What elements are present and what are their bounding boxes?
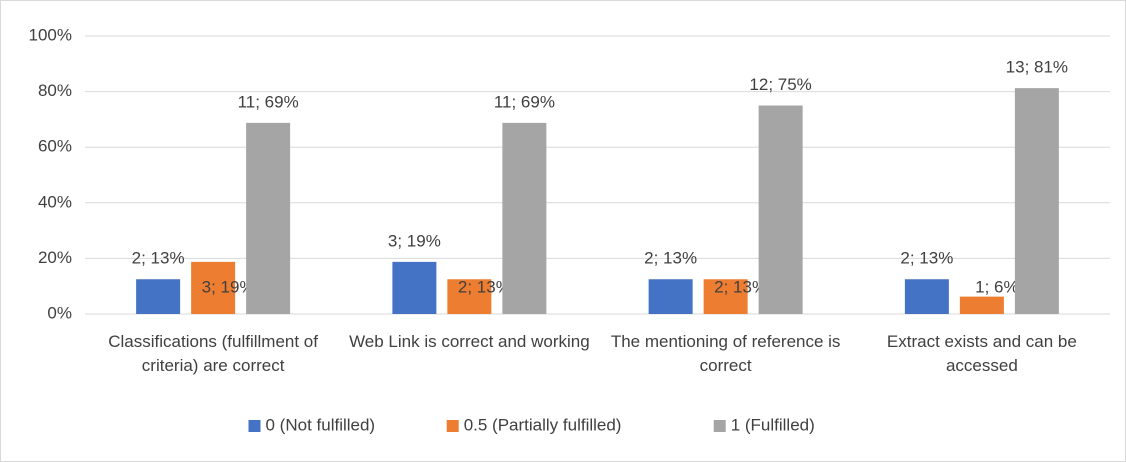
data-label: 3; 19% xyxy=(202,277,255,296)
bar xyxy=(191,261,236,314)
bar xyxy=(959,296,1004,314)
x-tick-label: Classifications (fulfillment of criteria… xyxy=(108,332,318,375)
y-tick-label: 60% xyxy=(38,137,72,156)
data-label: 2; 13% xyxy=(644,249,697,268)
data-label: 2; 13% xyxy=(132,249,185,268)
data-label: 1; 6% xyxy=(975,277,1018,296)
x-tick-label: The mentioning of reference is correct xyxy=(610,332,841,375)
data-label: 11; 69% xyxy=(238,92,299,111)
y-tick-label: 40% xyxy=(38,192,72,211)
bar xyxy=(1014,88,1059,314)
legend-swatch xyxy=(248,420,261,432)
bar xyxy=(758,105,803,314)
bar xyxy=(392,261,437,314)
data-label: 11; 69% xyxy=(494,92,555,111)
y-tick-label: 80% xyxy=(38,81,72,100)
x-tick-label: Web Link is correct and working xyxy=(349,332,590,351)
legend-swatch xyxy=(713,420,726,432)
data-label: 2; 13% xyxy=(458,277,511,296)
legend-label: 0 (Not fulfilled) xyxy=(266,415,376,434)
y-tick-label: 0% xyxy=(47,303,72,322)
data-label: 2; 13% xyxy=(714,277,767,296)
data-label: 12; 75% xyxy=(749,75,811,94)
bar xyxy=(648,279,693,314)
legend-label: 0.5 (Partially fulfilled) xyxy=(464,415,622,434)
bar xyxy=(136,279,181,314)
legend-swatch xyxy=(446,420,459,432)
legend-label: 1 (Fulfilled) xyxy=(731,415,815,434)
y-tick-label: 20% xyxy=(38,248,72,267)
data-label: 13; 81% xyxy=(1006,58,1068,77)
bar xyxy=(246,122,291,314)
data-label: 2; 13% xyxy=(900,249,953,268)
bar xyxy=(502,122,547,314)
x-tick-label: Extract exists and can be accessed xyxy=(886,332,1077,375)
bar xyxy=(904,279,949,314)
bar xyxy=(447,279,492,314)
y-tick-label: 100% xyxy=(29,25,72,44)
bar xyxy=(703,279,748,314)
data-label: 3; 19% xyxy=(388,231,441,250)
